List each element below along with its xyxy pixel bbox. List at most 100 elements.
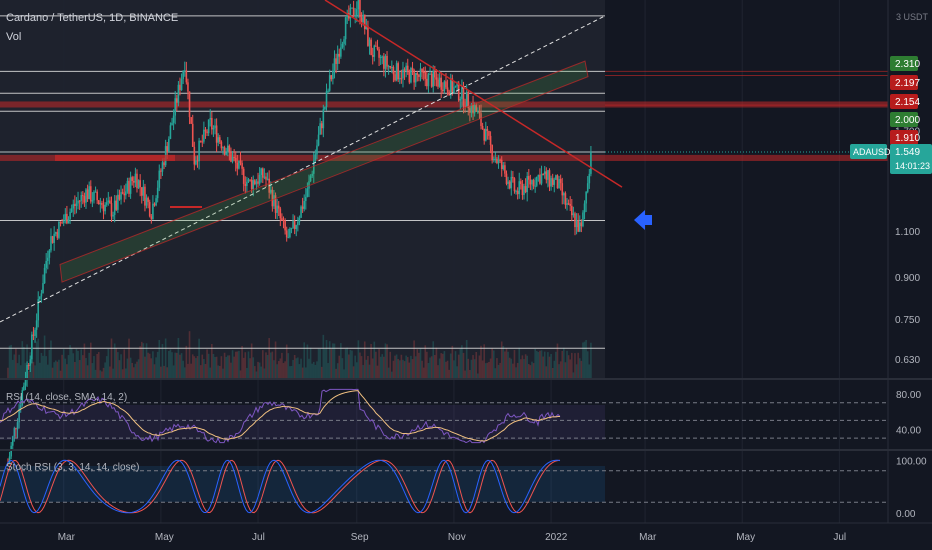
volume-bar — [408, 362, 411, 378]
candle-body — [75, 203, 78, 207]
volume-bar — [183, 367, 186, 378]
volume-bar — [324, 348, 326, 378]
candle-body — [365, 26, 368, 30]
volume-bar — [145, 343, 148, 378]
candle-body — [66, 213, 68, 224]
candle-body — [61, 222, 63, 224]
candle-body — [379, 56, 382, 58]
volume-bar — [435, 347, 438, 378]
volume-bar — [453, 360, 455, 378]
candle-body — [336, 53, 339, 64]
volume-bar — [505, 348, 508, 378]
candle-body — [520, 181, 522, 184]
volume-bar — [107, 348, 110, 378]
candle-body — [125, 191, 127, 196]
symbol-title[interactable]: Cardano / TetherUS, 1D, BINANCE — [6, 12, 179, 24]
candle-body — [273, 195, 275, 207]
bar-countdown: 14:01:23 — [895, 161, 930, 171]
volume-bar — [99, 370, 102, 378]
volume-bar — [166, 367, 169, 378]
candle-body — [96, 191, 98, 201]
candle-body — [539, 174, 541, 184]
volume-bar — [74, 361, 76, 378]
dashed-trendline — [0, 15, 606, 323]
volume-bar — [553, 360, 556, 378]
candle-body — [15, 428, 17, 430]
volume-bar — [91, 363, 94, 378]
volume-bar — [21, 341, 24, 378]
candle-body — [201, 141, 204, 143]
candle-body — [352, 7, 355, 17]
candle-body — [381, 56, 384, 58]
candle-body — [449, 78, 452, 96]
volume-bar — [152, 351, 154, 378]
candle-body — [24, 379, 27, 386]
volume-bar — [343, 369, 345, 378]
volume-bar — [150, 358, 153, 378]
volume-bar — [564, 362, 567, 378]
volume-bar — [526, 355, 529, 378]
stoch-legend[interactable]: Stoch RSI (3, 3, 14, 14, close) — [6, 462, 140, 473]
volume-bar — [24, 362, 27, 378]
candle-body — [370, 39, 372, 56]
volume-bar — [175, 352, 178, 378]
candle-body — [461, 86, 463, 100]
candle-body — [448, 91, 450, 96]
candle-body — [203, 129, 205, 142]
rsi-legend[interactable]: RSI (14, close, SMA, 14, 2) — [6, 392, 128, 403]
candle-body — [483, 128, 485, 141]
candle-body — [434, 71, 436, 78]
time-axis[interactable]: Mar May Jul Sep Nov 2022 Mar May Jul — [58, 532, 846, 543]
price-tick: 0.750 — [895, 315, 920, 326]
volume-bar — [483, 344, 485, 378]
volume-bar — [317, 348, 320, 378]
price-label: 2.154 — [895, 97, 920, 108]
candle-body — [64, 213, 67, 222]
candle-body — [561, 183, 564, 196]
candle-body — [26, 365, 28, 380]
volume-bar — [559, 361, 562, 378]
volume-bar — [394, 355, 396, 378]
candle-body — [534, 185, 536, 187]
volume-bar — [338, 355, 341, 378]
volume-bar — [46, 364, 49, 378]
volume-bar — [426, 351, 428, 378]
volume-bar — [577, 352, 579, 378]
volume-bar — [238, 350, 240, 378]
volume-bar — [276, 364, 278, 378]
candle-body — [316, 145, 318, 155]
volume-bar — [586, 351, 589, 378]
candle-body — [523, 186, 525, 195]
volume-bar — [72, 353, 75, 378]
stoch-d-line — [0, 459, 561, 514]
candle-body — [252, 180, 255, 190]
volume-bar — [185, 345, 188, 378]
candle-body — [502, 165, 505, 170]
candle-body — [219, 137, 221, 142]
candle-body — [67, 218, 70, 224]
candle-body — [110, 203, 113, 217]
volume-legend[interactable]: Vol — [6, 31, 22, 43]
volume-bar — [548, 356, 551, 378]
candle-body — [480, 113, 482, 127]
candle-body — [559, 179, 562, 184]
candle-body — [113, 200, 116, 215]
volume-bar — [475, 351, 478, 378]
volume-bar — [51, 367, 54, 378]
candle-body — [418, 74, 420, 77]
volume-bar — [236, 351, 239, 378]
candle-body — [300, 206, 302, 218]
candle-body — [583, 203, 586, 213]
volume-bar — [96, 353, 98, 378]
volume-bar — [298, 364, 301, 378]
volume-bar — [432, 341, 435, 378]
candle-body — [309, 176, 312, 182]
drawings — [0, 0, 623, 323]
volume-bar — [383, 356, 385, 378]
candle-body — [547, 170, 549, 180]
volume-bar — [112, 368, 114, 378]
candle-body — [16, 422, 19, 430]
volume-bar — [293, 355, 296, 378]
